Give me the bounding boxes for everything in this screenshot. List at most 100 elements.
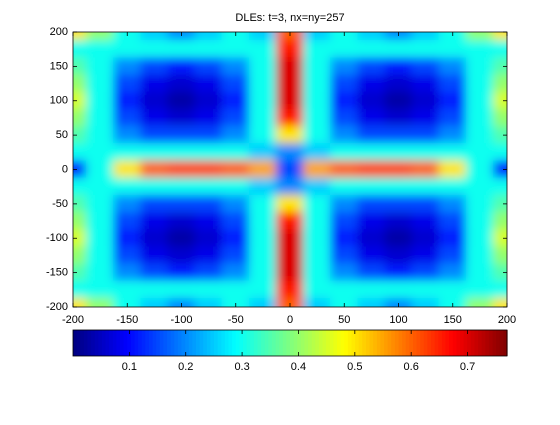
heatmap-cell xyxy=(303,194,332,213)
heatmap-cell xyxy=(384,211,413,231)
colorbar-swatch xyxy=(101,330,107,356)
heatmap-cell xyxy=(167,108,196,128)
heatmap-cell xyxy=(275,91,305,110)
colorbar-swatch xyxy=(333,330,338,356)
colorbar-swatch xyxy=(362,330,367,356)
heatmap-cell xyxy=(73,32,88,42)
x-tick-label: -200 xyxy=(62,314,84,326)
heatmap-cell xyxy=(275,74,305,93)
colorbar-swatch xyxy=(318,330,324,356)
colorbar-swatch xyxy=(351,330,356,356)
heatmap-cell xyxy=(357,211,386,231)
heatmap-cell xyxy=(248,263,277,282)
colorbar-tick-label: 0.7 xyxy=(460,361,475,373)
heatmap-cell xyxy=(275,143,305,162)
colorbar-swatch xyxy=(174,330,179,356)
heatmap-cell xyxy=(248,32,277,42)
colorbar-swatch xyxy=(463,330,468,356)
heatmap-cell xyxy=(465,40,494,59)
heatmap-cell xyxy=(411,263,440,282)
heatmap-cell xyxy=(492,229,507,248)
heatmap-cell xyxy=(384,229,413,248)
heatmap-cell xyxy=(438,108,467,128)
heatmap-cell xyxy=(357,229,386,248)
heatmap-cell xyxy=(221,194,250,213)
colorbar-swatch xyxy=(76,330,81,356)
heatmap-cell xyxy=(330,263,359,282)
heatmap-cell xyxy=(438,177,467,196)
heatmap-cell xyxy=(357,194,386,213)
heatmap-cell xyxy=(330,108,359,128)
colorbar-tick-label: 0.4 xyxy=(291,361,306,373)
heatmap-cell xyxy=(194,263,223,282)
heatmap-cell xyxy=(465,229,494,248)
heatmap-cell xyxy=(167,143,196,162)
heatmap-cell xyxy=(357,280,386,299)
heatmap-cell xyxy=(73,160,88,179)
heatmap-cell xyxy=(330,32,359,42)
heatmap-cell xyxy=(86,40,115,59)
heatmap-cell xyxy=(438,246,467,265)
colorbar-swatch xyxy=(297,330,302,356)
y-tick-label: 0 xyxy=(62,163,68,175)
heatmap-cell xyxy=(411,246,440,265)
heatmap-cell xyxy=(113,177,142,196)
heatmap-cell xyxy=(194,108,223,128)
heatmap-cell xyxy=(248,211,277,231)
heatmap-cell xyxy=(330,91,359,110)
heatmap-cell xyxy=(465,143,494,162)
heatmap-cell xyxy=(411,297,440,307)
colorbar-swatch xyxy=(376,330,382,356)
heatmap-cell xyxy=(275,32,305,42)
heatmap-cell xyxy=(438,32,467,42)
colorbar-swatch xyxy=(181,330,186,356)
colorbar-swatch xyxy=(409,330,414,356)
colorbar-swatch xyxy=(257,330,262,356)
heatmap-cell xyxy=(113,74,142,93)
colorbar-swatch xyxy=(485,330,490,356)
heatmap-cell xyxy=(275,263,305,282)
heatmap-cell xyxy=(140,160,169,179)
heatmap-cell xyxy=(438,229,467,248)
heatmap-cell xyxy=(492,74,507,93)
heatmap-cell xyxy=(194,91,223,110)
heatmap-cell xyxy=(465,211,494,231)
heatmap-cell xyxy=(275,126,305,145)
colorbar-swatch xyxy=(467,330,472,356)
colorbar-swatch xyxy=(340,330,345,356)
heatmap-cell xyxy=(357,160,386,179)
chart-title: DLEs: t=3, nx=ny=257 xyxy=(235,12,344,24)
heatmap-cell xyxy=(167,74,196,93)
heatmap-cell xyxy=(303,91,332,110)
heatmap-cell xyxy=(221,263,250,282)
heatmap-cell xyxy=(357,177,386,196)
colorbar-swatch xyxy=(456,330,461,356)
heatmap-cell xyxy=(167,280,196,299)
heatmap-cell xyxy=(330,177,359,196)
colorbar-tick-label: 0.3 xyxy=(234,361,249,373)
colorbar-swatch xyxy=(217,330,222,356)
heatmap-cell xyxy=(167,57,196,76)
heatmap-cell xyxy=(411,143,440,162)
heatmap-cell xyxy=(357,143,386,162)
heatmap-cell xyxy=(384,32,413,42)
heatmap-cell xyxy=(167,32,196,42)
colorbar-swatch xyxy=(398,330,403,356)
heatmap-cell xyxy=(303,32,332,42)
heatmap-cell xyxy=(113,40,142,59)
colorbar-swatch xyxy=(470,330,476,356)
heatmap-cell xyxy=(492,57,507,76)
colorbar-swatch xyxy=(264,330,269,356)
heatmap-cell xyxy=(73,263,88,282)
x-tick-label: 50 xyxy=(338,314,350,326)
heatmap-cell xyxy=(140,91,169,110)
colorbar xyxy=(73,330,508,356)
colorbar-swatch xyxy=(449,330,454,356)
heatmap-cell xyxy=(438,74,467,93)
heatmap-cell xyxy=(167,211,196,231)
colorbar-swatch xyxy=(423,330,429,356)
heatmap-cell xyxy=(194,246,223,265)
heatmap-cell xyxy=(194,177,223,196)
heatmap-cell xyxy=(438,40,467,59)
heatmap-cell xyxy=(113,57,142,76)
